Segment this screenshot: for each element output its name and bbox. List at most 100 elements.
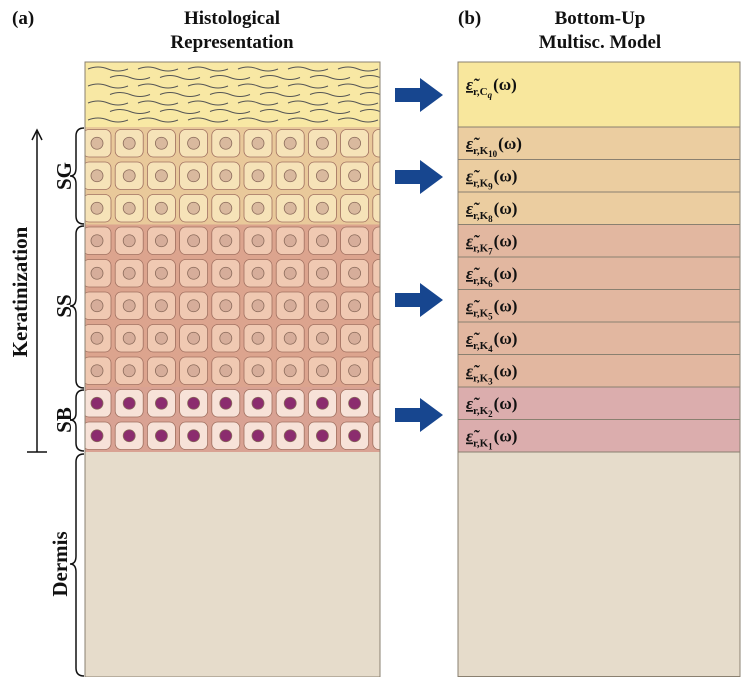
- nucleus: [91, 430, 103, 442]
- nucleus: [252, 137, 264, 149]
- nucleus: [123, 332, 135, 344]
- nucleus: [123, 267, 135, 279]
- nucleus: [252, 365, 264, 377]
- nucleus: [252, 397, 264, 409]
- argument: (ω): [494, 232, 518, 251]
- nucleus: [188, 300, 200, 312]
- nucleus: [316, 170, 328, 182]
- argument: (ω): [494, 329, 518, 348]
- argument: (ω): [494, 297, 518, 316]
- cell: [373, 227, 401, 255]
- nucleus: [316, 300, 328, 312]
- subscript: r,K: [473, 178, 489, 190]
- nucleus: [349, 430, 361, 442]
- nucleus: [284, 300, 296, 312]
- nucleus: [123, 397, 135, 409]
- subscript: r,C: [473, 86, 488, 98]
- nucleus: [252, 300, 264, 312]
- figure: (a) Histological Representation (b) Bott…: [0, 0, 744, 677]
- nucleus: [349, 332, 361, 344]
- nucleus: [155, 397, 167, 409]
- index: 3: [488, 377, 493, 387]
- panel-label: (a): [12, 8, 34, 29]
- argument: (ω): [494, 427, 518, 446]
- dermis-layer: [458, 452, 740, 677]
- cell: [373, 357, 401, 385]
- index: 2: [488, 409, 493, 419]
- nucleus: [316, 235, 328, 247]
- subscript: r,K: [473, 438, 489, 450]
- nucleus: [316, 430, 328, 442]
- index: 1: [488, 442, 493, 452]
- histology: [83, 62, 401, 677]
- nucleus: [381, 137, 393, 149]
- index: 10: [488, 149, 498, 159]
- nucleus: [284, 430, 296, 442]
- argument: (ω): [494, 199, 518, 218]
- nucleus: [188, 202, 200, 214]
- nucleus: [123, 365, 135, 377]
- nucleus: [188, 235, 200, 247]
- nucleus: [316, 267, 328, 279]
- nucleus: [381, 202, 393, 214]
- panel-title: Multisc. Model: [539, 32, 661, 53]
- model-layer: [458, 62, 740, 127]
- nucleus: [188, 332, 200, 344]
- nucleus: [349, 202, 361, 214]
- argument: (ω): [494, 394, 518, 413]
- index: 4: [488, 344, 493, 354]
- nucleus: [349, 235, 361, 247]
- nucleus: [349, 397, 361, 409]
- nucleus: [155, 137, 167, 149]
- nucleus: [155, 202, 167, 214]
- argument: (ω): [494, 264, 518, 283]
- subscript: r,K: [473, 340, 489, 352]
- index: 6: [488, 279, 493, 289]
- argument: (ω): [494, 362, 518, 381]
- nucleus: [284, 365, 296, 377]
- nucleus: [349, 365, 361, 377]
- nucleus: [252, 267, 264, 279]
- subscript: r,K: [473, 210, 489, 222]
- nucleus: [284, 267, 296, 279]
- stratum-label: SG: [52, 162, 76, 190]
- nucleus: [91, 170, 103, 182]
- keratinization-label: Keratinization: [8, 226, 32, 357]
- nucleus: [349, 137, 361, 149]
- nucleus: [220, 430, 232, 442]
- nucleus: [252, 332, 264, 344]
- model: ε̃r,Cq(ω)ε̃r,K10(ω)ε̃r,K9(ω)ε̃r,K8(ω)ε̃r…: [458, 62, 740, 677]
- nucleus: [123, 137, 135, 149]
- nucleus: [316, 202, 328, 214]
- nucleus: [220, 235, 232, 247]
- cell: [373, 260, 401, 288]
- nucleus: [381, 430, 393, 442]
- nucleus: [381, 170, 393, 182]
- nucleus: [252, 235, 264, 247]
- nucleus: [155, 235, 167, 247]
- nucleus: [284, 202, 296, 214]
- nucleus: [123, 430, 135, 442]
- nucleus: [155, 365, 167, 377]
- nucleus: [381, 332, 393, 344]
- nucleus: [91, 137, 103, 149]
- index: 9: [488, 182, 493, 192]
- dermis-label: Dermis: [48, 531, 72, 596]
- nucleus: [349, 267, 361, 279]
- nucleus: [220, 170, 232, 182]
- panel-title: Bottom-Up: [555, 8, 646, 29]
- subscript: r,K: [473, 275, 489, 287]
- dermis: [85, 452, 380, 677]
- nucleus: [220, 365, 232, 377]
- nucleus: [91, 332, 103, 344]
- argument: (ω): [493, 75, 517, 94]
- nucleus: [220, 300, 232, 312]
- nucleus: [316, 365, 328, 377]
- nucleus: [155, 170, 167, 182]
- nucleus: [252, 430, 264, 442]
- cell: [373, 130, 401, 158]
- nucleus: [381, 365, 393, 377]
- nucleus: [316, 397, 328, 409]
- nucleus: [381, 235, 393, 247]
- nucleus: [188, 397, 200, 409]
